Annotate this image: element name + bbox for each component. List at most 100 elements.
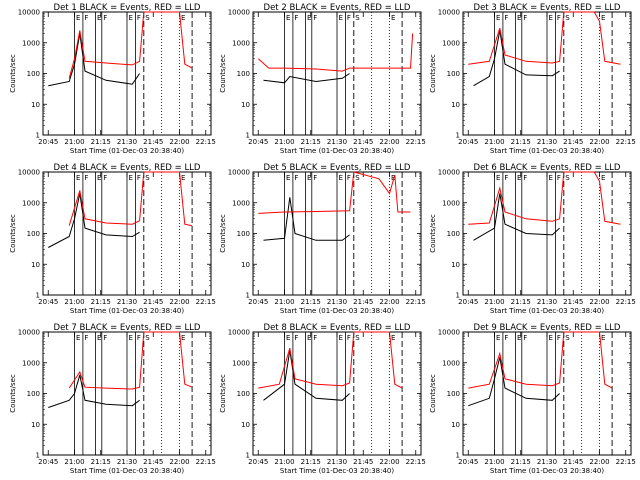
x-tick-label: 21:00 [64, 298, 84, 306]
x-tick-label: 20:45 [248, 298, 268, 306]
y-tick-label: 1 [36, 452, 40, 460]
x-tick-label: 20:45 [458, 138, 478, 146]
x-tick-label: 21:15 [301, 298, 321, 306]
x-tick-label: 21:30 [117, 298, 137, 306]
x-tick-label: 22:00 [379, 458, 399, 466]
marker-letter: F [347, 334, 351, 342]
marker-letter: S [565, 334, 570, 342]
y-tick-label: 1000 [442, 199, 460, 207]
marker-letter: E [391, 334, 395, 342]
marker-letter: F [137, 334, 141, 342]
marker-letter: E [286, 174, 290, 182]
y-tick-label: 100 [27, 390, 40, 398]
chart-title: Det 4 BLACK = Events, RED = LLD [54, 163, 201, 173]
marker-letter: S [565, 14, 570, 22]
marker-letter: S [355, 334, 360, 342]
detector-panel-3: Det 3 BLACK = Events, RED = LLD 1 10 100 100… [429, 3, 636, 155]
x-tick-label: 21:45 [143, 298, 163, 306]
x-axis-label: Start Time (01-Dec-03 20:38:40) [490, 467, 604, 475]
marker-letter: E [339, 334, 343, 342]
x-tick-label: 20:45 [458, 458, 478, 466]
x-tick-label: 22:15 [616, 138, 636, 146]
marker-letter: E [97, 14, 101, 22]
chart-title: Det 6 BLACK = Events, RED = LLD [474, 163, 621, 173]
y-tick-label: 10000 [18, 9, 40, 17]
y-axis-label: Counts/sec [429, 54, 437, 93]
marker-letter: E [496, 334, 500, 342]
x-tick-label: 21:45 [563, 138, 583, 146]
x-tick-label: 22:00 [379, 138, 399, 146]
x-axis-label: Start Time (01-Dec-03 20:38:40) [70, 307, 184, 315]
marker-letter: F [84, 174, 88, 182]
marker-letter: E [517, 174, 521, 182]
x-axis-label: Start Time (01-Dec-03 20:38:40) [70, 147, 184, 155]
marker-letter: E [181, 334, 185, 342]
y-tick-label: 1000 [22, 359, 40, 367]
detector-panel-4: Det 4 BLACK = Events, RED = LLD 1 10 100 100… [9, 163, 216, 315]
x-tick-label: 21:15 [511, 458, 531, 466]
series-line-events [48, 193, 140, 248]
marker-letter: E [496, 14, 500, 22]
marker-letter: F [103, 174, 107, 182]
x-tick-label: 21:00 [64, 458, 84, 466]
x-axis-label: Start Time (01-Dec-03 20:38:40) [490, 307, 604, 315]
marker-letter: F [137, 174, 141, 182]
marker-letter: E [76, 174, 80, 182]
series-line-lld [258, 331, 403, 389]
x-tick-label: 20:45 [38, 458, 58, 466]
x-axis-label: Start Time (01-Dec-03 20:38:40) [280, 307, 394, 315]
marker-letter: E [549, 334, 553, 342]
x-tick-label: 21:15 [511, 138, 531, 146]
y-tick-label: 10000 [228, 329, 250, 337]
x-tick-label: 21:15 [301, 138, 321, 146]
marker-letter: S [145, 14, 150, 22]
y-tick-label: 1000 [22, 199, 40, 207]
series-line-lld [68, 171, 193, 227]
x-tick-label: 20:45 [248, 458, 268, 466]
marker-letter: E [391, 174, 395, 182]
marker-letter: F [504, 334, 508, 342]
x-tick-label: 22:15 [616, 458, 636, 466]
y-tick-label: 1 [36, 132, 40, 140]
y-axis-label: Counts/sec [219, 374, 227, 413]
y-axis-label: Counts/sec [9, 374, 17, 413]
marker-letter: F [523, 14, 527, 22]
y-axis-label: Counts/sec [219, 54, 227, 93]
marker-letter: F [313, 14, 317, 22]
x-tick-label: 21:45 [143, 138, 163, 146]
marker-letter: E [76, 14, 80, 22]
x-tick-label: 21:00 [64, 138, 84, 146]
series-line-lld [68, 331, 193, 390]
y-tick-label: 1000 [22, 39, 40, 47]
marker-letter: E [97, 174, 101, 182]
x-tick-label: 22:15 [406, 138, 426, 146]
y-tick-label: 1000 [232, 199, 250, 207]
x-tick-label: 21:45 [353, 298, 373, 306]
x-tick-label: 21:00 [274, 458, 294, 466]
marker-letter: E [517, 334, 521, 342]
marker-letter: E [549, 14, 553, 22]
marker-letter: E [76, 334, 80, 342]
y-tick-label: 10000 [18, 169, 40, 177]
x-tick-label: 21:45 [353, 138, 373, 146]
x-tick-label: 21:00 [484, 458, 504, 466]
marker-letter: S [145, 174, 150, 182]
y-tick-label: 10 [31, 261, 40, 269]
x-tick-label: 22:15 [406, 298, 426, 306]
marker-letter: E [97, 334, 101, 342]
detector-panel-6: Det 6 BLACK = Events, RED = LLD 1 10 100 100… [429, 163, 636, 315]
marker-letter: E [286, 334, 290, 342]
x-axis-label: Start Time (01-Dec-03 20:38:40) [490, 147, 604, 155]
marker-letter: F [103, 14, 107, 22]
x-tick-label: 22:00 [169, 298, 189, 306]
marker-letter: F [504, 174, 508, 182]
x-axis-label: Start Time (01-Dec-03 20:38:40) [280, 467, 394, 475]
series-line-events [468, 357, 560, 407]
marker-letter: E [391, 14, 395, 22]
y-tick-label: 10 [451, 261, 460, 269]
y-tick-label: 1 [456, 452, 460, 460]
series-line-events [263, 350, 350, 401]
x-tick-label: 21:30 [327, 138, 347, 146]
y-axis-label: Counts/sec [9, 214, 17, 253]
y-tick-label: 1000 [442, 359, 460, 367]
